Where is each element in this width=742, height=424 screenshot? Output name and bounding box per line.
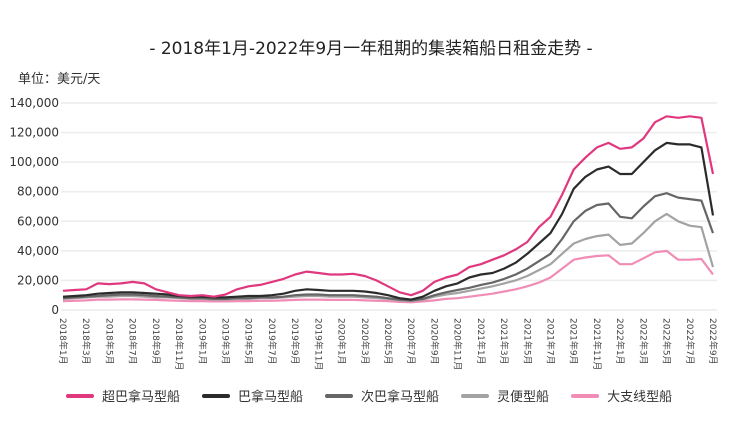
- series-line-1: [62, 141, 715, 301]
- x-tick-label: 2021年1月: [475, 318, 487, 365]
- x-tick-label: 2019年3月: [220, 318, 232, 365]
- series-line-4: [62, 249, 714, 304]
- x-tick-label: 2019年11月: [312, 318, 324, 370]
- x-tick-label: 2019年5月: [243, 318, 255, 365]
- x-tick-label: 2020年7月: [405, 318, 417, 365]
- legend-swatch: [325, 393, 354, 398]
- legend: 超巴拿马型船 巴拿马型船 次巴拿马型船 灵便型船 大支线型船: [66, 386, 672, 405]
- legend-item: 巴拿马型船: [202, 386, 303, 405]
- legend-label: 次巴拿马型船: [361, 390, 440, 405]
- x-tick-label: 2019年1月: [196, 318, 208, 365]
- x-tick-label: 2020年3月: [359, 318, 371, 365]
- x-tick-label: 2020年11月: [452, 318, 464, 370]
- series-line-0: [62, 115, 715, 298]
- x-tick-label: 2018年9月: [150, 318, 162, 365]
- y-tick-label: 60,000: [17, 214, 59, 228]
- legend-swatch: [66, 393, 94, 398]
- legend-label: 大支线型船: [607, 390, 673, 405]
- legend-swatch: [202, 393, 231, 398]
- chart-title: - 2018年1月-2022年9月一年租期的集装箱船日租金走势 -: [149, 39, 593, 59]
- x-tick-label: 2020年5月: [382, 318, 394, 365]
- x-tick-label: 2018年1月: [57, 318, 69, 365]
- y-tick-label: 120,000: [9, 126, 59, 140]
- x-tick-label: 2021年11月: [591, 318, 603, 370]
- x-tick-label: 2022年1月: [614, 318, 626, 365]
- x-tick-label: 2022年7月: [684, 318, 696, 365]
- x-tick-label: 2019年9月: [289, 318, 301, 365]
- legend-item: 灵便型船: [461, 386, 549, 405]
- x-tick-label: 2021年5月: [521, 318, 533, 365]
- x-tick-label: 2020年1月: [336, 318, 348, 365]
- y-tick-label: 40,000: [17, 244, 59, 258]
- x-tick-label: 2021年3月: [498, 318, 510, 365]
- legend-item: 超巴拿马型船: [66, 386, 180, 405]
- x-tick-label: 2020年9月: [428, 318, 440, 365]
- series-line-2: [62, 192, 715, 302]
- x-tick-label: 2021年9月: [568, 318, 580, 365]
- x-tick-label: 2019年7月: [266, 318, 278, 365]
- legend-label: 超巴拿马型船: [102, 390, 181, 405]
- legend-swatch: [461, 393, 490, 398]
- legend-swatch: [571, 393, 600, 398]
- x-tick-label: 2022年9月: [707, 318, 719, 365]
- y-axis-unit-label: 单位：美元/天: [18, 72, 101, 87]
- x-tick-label: 2018年11月: [173, 318, 185, 370]
- y-tick-label: 20,000: [17, 273, 59, 287]
- x-tick-label: 2021年7月: [545, 318, 557, 365]
- legend-item: 大支线型船: [571, 386, 672, 405]
- y-tick-label: 80,000: [17, 185, 59, 199]
- y-tick-label: 100,000: [9, 155, 59, 169]
- series-line-3: [62, 212, 715, 303]
- x-tick-label: 2018年5月: [103, 318, 115, 365]
- legend-label: 巴拿马型船: [238, 390, 304, 405]
- legend-label: 灵便型船: [497, 390, 550, 405]
- x-tick-label: 2022年3月: [637, 318, 649, 365]
- x-tick-label: 2018年3月: [80, 318, 92, 365]
- y-tick-label: 0: [51, 303, 59, 317]
- x-tick-label: 2022年5月: [661, 318, 673, 365]
- x-tick-label: 2018年7月: [127, 318, 139, 365]
- legend-item: 次巴拿马型船: [325, 386, 439, 405]
- y-tick-label: 140,000: [9, 96, 59, 110]
